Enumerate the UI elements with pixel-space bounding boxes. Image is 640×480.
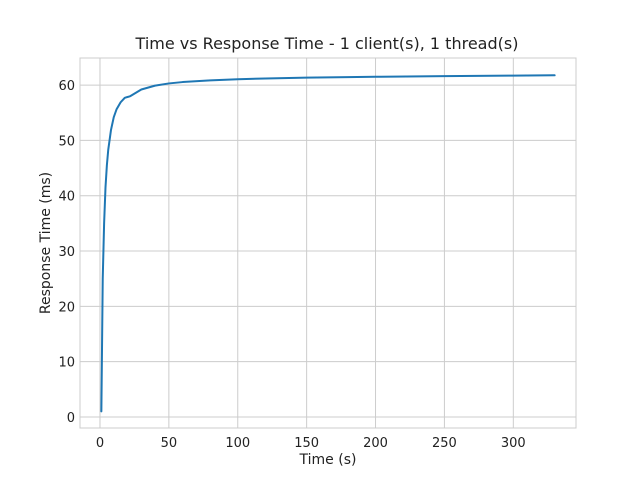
series-line — [100, 74, 556, 413]
x-tick-label: 200 — [363, 436, 388, 451]
x-tick-label: 100 — [225, 436, 250, 451]
y-tick-label: 0 — [67, 411, 75, 426]
x-tick-labels: 0 50 100 150 200 250 300 — [96, 436, 526, 451]
series-group — [100, 74, 556, 413]
y-tick-labels: 0 10 20 30 40 50 60 — [58, 79, 75, 426]
grid — [80, 58, 576, 428]
y-tick-label: 10 — [58, 356, 75, 371]
y-tick-label: 50 — [58, 134, 75, 149]
x-axis-label: Time (s) — [299, 452, 357, 468]
y-tick-label: 40 — [58, 190, 75, 205]
y-tick-label: 20 — [58, 300, 75, 315]
y-tick-label: 30 — [58, 245, 75, 260]
x-tick-label: 50 — [161, 436, 178, 451]
chart-title: Time vs Response Time - 1 client(s), 1 t… — [135, 34, 519, 53]
x-tick-label: 0 — [96, 436, 104, 451]
y-axis-label: Response Time (ms) — [38, 172, 54, 314]
x-tick-label: 300 — [501, 436, 526, 451]
x-tick-label: 250 — [432, 436, 457, 451]
x-tick-label: 150 — [294, 436, 319, 451]
y-tick-label: 60 — [58, 79, 75, 94]
plot-frame — [79, 57, 577, 429]
